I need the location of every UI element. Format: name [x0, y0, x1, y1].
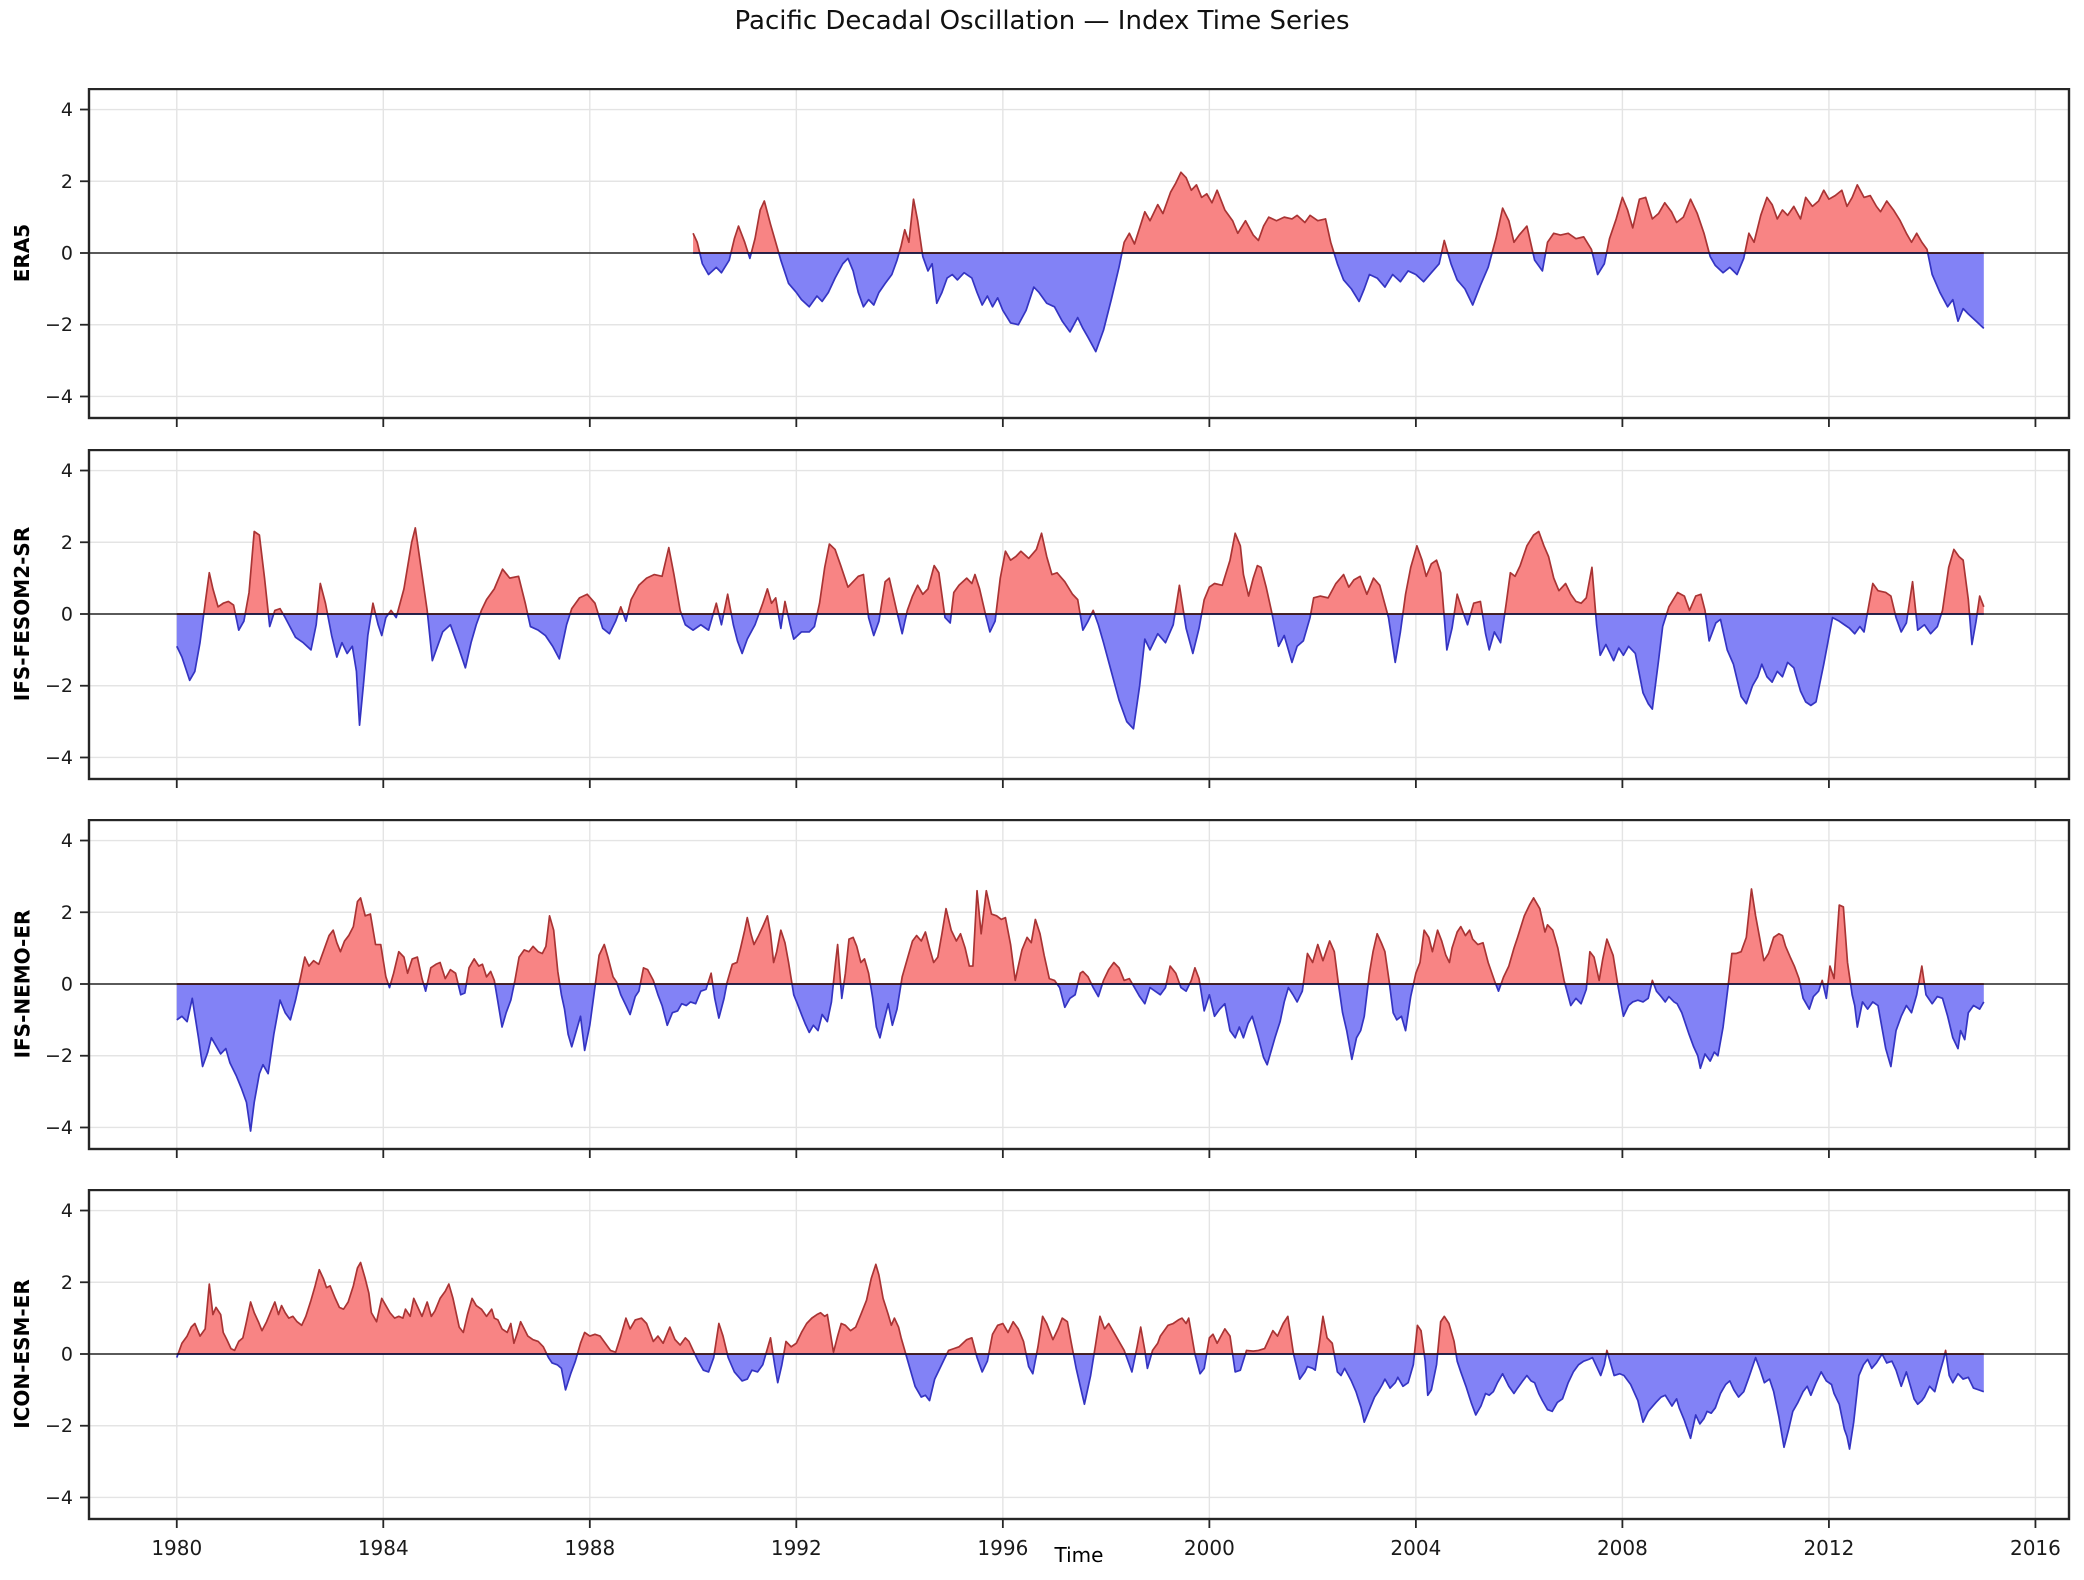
negative-area: [176, 614, 1984, 729]
positive-area: [693, 172, 1984, 253]
axis-ticks: [80, 1209, 2037, 1528]
plot-area-era5: −4 −2 0 2 4: [45, 88, 2071, 427]
axis-ticks: [80, 839, 2037, 1158]
y-tick-label: 2: [61, 902, 73, 924]
series-fills: [176, 527, 1985, 730]
y-tick-label: −4: [45, 1487, 73, 1509]
positive-edge-line: [176, 888, 1984, 985]
series-fills: [176, 888, 1985, 1132]
y-tick-label: 2: [61, 1272, 73, 1294]
x-tick-label: 1996: [977, 1536, 1028, 1560]
x-axis-label: Time: [1054, 1543, 1104, 1567]
y-tick-label: −2: [45, 1415, 73, 1437]
y-tick-label: 0: [61, 604, 73, 626]
negative-edge-line: [176, 613, 1984, 730]
x-tick-label: 2004: [1390, 1536, 1441, 1560]
y-tick-label: 4: [61, 460, 73, 482]
y-tick-label: 4: [61, 830, 73, 852]
plot-area-ifs-fesom2-sr: −4 −2 0 2 4: [45, 449, 2071, 788]
y-tick-label: −4: [45, 386, 73, 408]
plot-area-icon-esm-er: −4 −2 0 2 4 1980 1984 1988 1992 1996 2000 2004 2008 2…: [45, 1189, 2071, 1560]
y-tick-label: −2: [45, 1045, 73, 1067]
series-fills: [175, 1261, 1985, 1450]
positive-edge-line: [176, 527, 1985, 615]
y-tick-label: 4: [61, 99, 73, 121]
y-tick-label: 4: [61, 1200, 73, 1222]
negative-area: [176, 1354, 1984, 1450]
y-tick-label: −4: [45, 747, 73, 769]
chart-title: Pacific Decadal Oscillation — Index Time…: [734, 6, 1350, 36]
x-tick-label: 2000: [1184, 1536, 1235, 1560]
x-tick-label: 1992: [771, 1536, 822, 1560]
x-tick-label: 1988: [564, 1536, 615, 1560]
y-tick-label: −2: [45, 314, 73, 336]
y-tick-label: 0: [61, 243, 73, 265]
y-tick-label: −2: [45, 675, 73, 697]
negative-area: [693, 253, 1984, 352]
y-tick-labels: −4 −2 0 2 4: [45, 460, 73, 769]
y-tick-label: 0: [61, 974, 73, 996]
positive-area: [176, 1262, 1984, 1354]
y-tick-labels: −4 −2 0 2 4: [45, 1200, 73, 1509]
x-tick-labels: 1980 1984 1988 1992 1996 2000 2004 2008 2012 2016: [151, 1536, 2061, 1560]
axis-ticks: [80, 469, 2037, 788]
y-tick-label: 2: [61, 532, 73, 554]
x-tick-label: 1980: [151, 1536, 202, 1560]
y-tick-labels: −4 −2 0 2 4: [45, 99, 73, 408]
x-tick-label: 2008: [1597, 1536, 1648, 1560]
x-tick-label: 2012: [1803, 1536, 1854, 1560]
positive-area: [176, 527, 1984, 614]
y-tick-labels: −4 −2 0 2 4: [45, 830, 73, 1139]
x-tick-label: 2016: [2010, 1536, 2061, 1560]
x-tick-label: 1984: [358, 1536, 409, 1560]
positive-area: [176, 888, 1984, 984]
y-tick-label: 2: [61, 171, 73, 193]
y-tick-label: 0: [61, 1344, 73, 1366]
y-tick-label: −4: [45, 1117, 73, 1139]
axis-ticks: [80, 108, 2037, 427]
plot-area-ifs-nemo-er: −4 −2 0 2 4: [45, 819, 2071, 1158]
